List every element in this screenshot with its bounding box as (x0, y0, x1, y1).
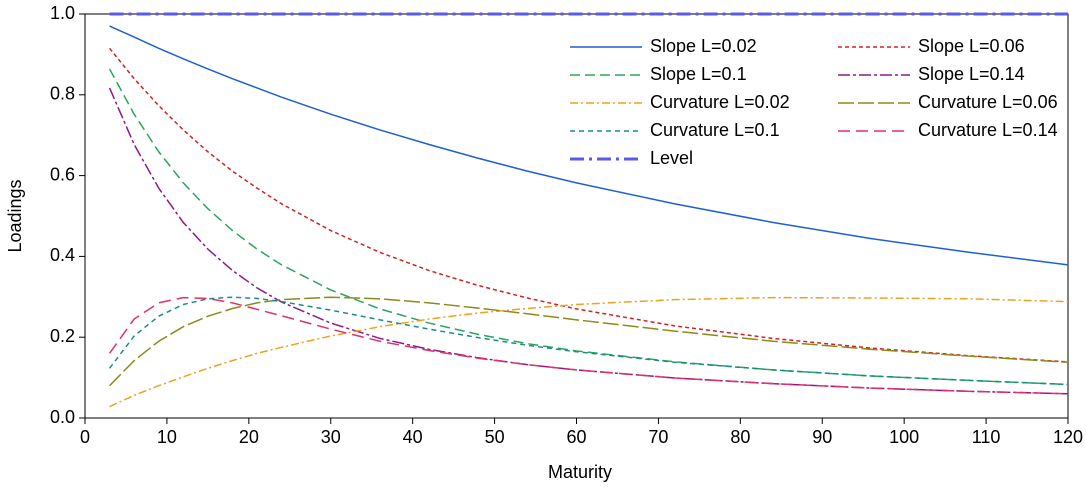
series-line (108, 47, 1069, 363)
x-tick-label: 40 (403, 427, 423, 447)
series-line (109, 296, 1069, 387)
legend-label: Slope L=0.14 (918, 64, 1025, 84)
y-tick-label: 0.4 (50, 245, 75, 265)
legend-label: Slope L=0.02 (650, 36, 757, 56)
series-line (108, 68, 1069, 386)
y-tick-label: 1.0 (50, 3, 75, 23)
legend-label: Curvature L=0.06 (918, 92, 1058, 112)
x-tick-label: 90 (812, 427, 832, 447)
x-tick-label: 0 (80, 427, 90, 447)
legend-label: Level (650, 148, 693, 168)
y-tick-label: 0.2 (50, 326, 75, 346)
legend-label: Slope L=0.06 (918, 36, 1025, 56)
legend-label: Curvature L=0.02 (650, 92, 790, 112)
x-tick-label: 120 (1053, 427, 1083, 447)
y-tick-label: 0.0 (50, 407, 75, 427)
series-line (109, 296, 1069, 408)
legend-label: Curvature L=0.14 (918, 120, 1058, 140)
x-tick-label: 10 (157, 427, 177, 447)
x-tick-label: 20 (239, 427, 259, 447)
series-line (109, 25, 1069, 266)
x-tick-label: 110 (972, 427, 1001, 447)
legend-label: Curvature L=0.1 (650, 120, 780, 140)
x-tick-label: 100 (889, 427, 919, 447)
x-tick-label: 30 (321, 427, 341, 447)
y-axis-label: Loadings (5, 179, 25, 252)
x-tick-label: 50 (485, 427, 505, 447)
y-tick-label: 0.8 (50, 84, 75, 104)
x-tick-label: 70 (648, 427, 668, 447)
x-tick-label: 60 (566, 427, 586, 447)
series-line (108, 296, 1069, 395)
x-axis-label: Maturity (548, 462, 612, 482)
x-tick-label: 80 (730, 427, 750, 447)
series-line (108, 296, 1069, 386)
legend-label: Slope L=0.1 (650, 64, 747, 84)
y-tick-label: 0.6 (50, 164, 75, 184)
